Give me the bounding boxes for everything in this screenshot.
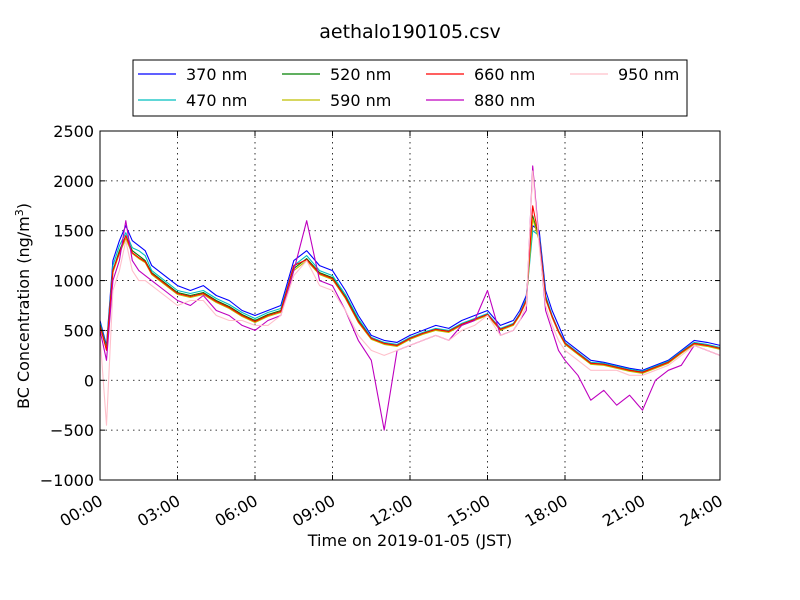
legend-label: 520 nm [330, 65, 391, 84]
y-tick-label: −1000 [40, 471, 94, 490]
y-tick-label: 2500 [53, 122, 94, 141]
y-tick-label: 500 [63, 321, 94, 340]
y-tick-label: 1500 [53, 222, 94, 241]
chart-title: aethalo190105.csv [319, 21, 501, 43]
series-line-470-nm [99, 230, 721, 372]
y-axis-label-end: ) [14, 203, 33, 209]
y-tick-label: −500 [50, 421, 94, 440]
y-axis-label: BC Concentration (ng/m3) [13, 203, 33, 409]
y-tick-label: 2000 [53, 172, 94, 191]
legend-box [132, 59, 688, 117]
legend-label: 370 nm [186, 65, 247, 84]
y-tick-label: 0 [84, 371, 94, 390]
legend-label: 880 nm [474, 91, 535, 110]
series-line-370-nm [99, 225, 721, 371]
series-lines [99, 165, 721, 431]
legend: 370 nm 470 nm 520 nm 590 nm 660 nm 880 nm 950 … [132, 59, 688, 117]
series-line-590-nm [99, 218, 721, 374]
legend-label: 950 nm [618, 65, 679, 84]
y-axis-label-sup: 3 [13, 209, 26, 216]
legend-label: 470 nm [186, 91, 247, 110]
x-axis-label: Time on 2019-01-05 (JST) [307, 531, 512, 550]
series-line-950-nm [99, 170, 721, 426]
y-tick-labels: −1000 −500 0 500 1000 1500 2000 2500 [40, 122, 94, 490]
legend-label: 590 nm [330, 91, 391, 110]
legend-label: 660 nm [474, 65, 535, 84]
y-tick-label: 1000 [53, 272, 94, 291]
y-axis-label-main: BC Concentration (ng/m [14, 216, 33, 409]
ticks [99, 130, 721, 481]
series-line-660-nm [99, 205, 721, 373]
